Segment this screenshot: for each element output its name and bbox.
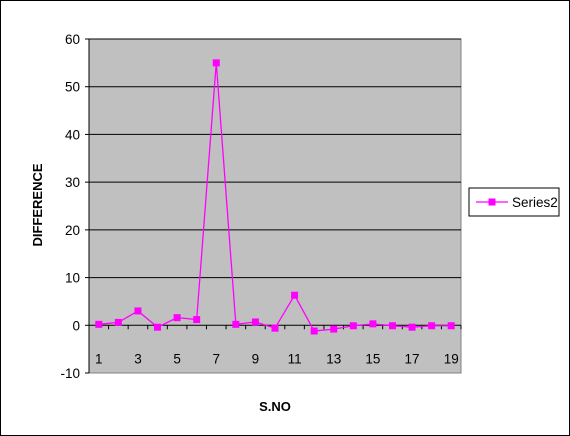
data-point-marker — [369, 320, 377, 328]
data-point-marker — [408, 323, 416, 331]
y-tick-label: 10 — [65, 271, 80, 286]
x-tick-label: 5 — [173, 351, 181, 366]
legend-marker — [488, 198, 496, 206]
x-tick-label: 3 — [134, 351, 142, 366]
data-point-marker — [310, 327, 318, 335]
plot-area — [88, 38, 462, 374]
data-point-marker — [232, 320, 240, 328]
data-point-marker — [428, 322, 436, 330]
y-tick-label: 60 — [65, 32, 80, 47]
data-point-marker — [114, 318, 122, 326]
legend: Series2 — [468, 187, 560, 217]
x-tick-labels: 1 3 5 7 9 11 13 15 17 19 — [88, 325, 462, 366]
x-axis-title: S.NO — [259, 399, 291, 414]
y-tick-label: 0 — [72, 318, 80, 333]
data-point-marker — [447, 322, 455, 330]
data-point-marker — [271, 324, 279, 332]
legend-entry-series2: Series2 — [512, 195, 558, 210]
x-tick-label: 11 — [288, 351, 302, 366]
x-tick-label: 1 — [95, 351, 103, 366]
y-tick-labels: -10 0 10 20 30 40 50 60 — [60, 32, 89, 381]
x-tick-label: 7 — [213, 351, 221, 366]
y-tick-label: 50 — [65, 80, 80, 95]
y-tick-label: 30 — [65, 175, 80, 190]
x-tick-label: 13 — [326, 351, 341, 366]
data-point-marker — [193, 316, 201, 324]
data-point-marker — [388, 322, 396, 330]
gridlines — [89, 38, 461, 279]
data-point-marker — [95, 320, 103, 328]
x-tick-label: 15 — [365, 351, 380, 366]
data-point-marker — [330, 325, 338, 333]
data-point-marker — [154, 323, 162, 331]
data-point-marker — [173, 314, 181, 322]
y-axis-title: DIFFERENCE — [30, 163, 45, 246]
data-point-marker — [349, 322, 357, 330]
data-point-marker — [134, 307, 142, 315]
series-markers — [95, 59, 455, 335]
data-point-marker — [212, 59, 220, 67]
y-tick-label: 20 — [65, 223, 80, 238]
data-point-marker — [291, 291, 299, 299]
x-tick-label: 9 — [252, 351, 260, 366]
x-tick-label: 19 — [444, 351, 459, 366]
x-tick-label: 17 — [405, 351, 420, 366]
y-tick-label: 40 — [65, 127, 80, 142]
y-tick-label: -10 — [60, 366, 80, 381]
data-point-marker — [251, 318, 259, 326]
